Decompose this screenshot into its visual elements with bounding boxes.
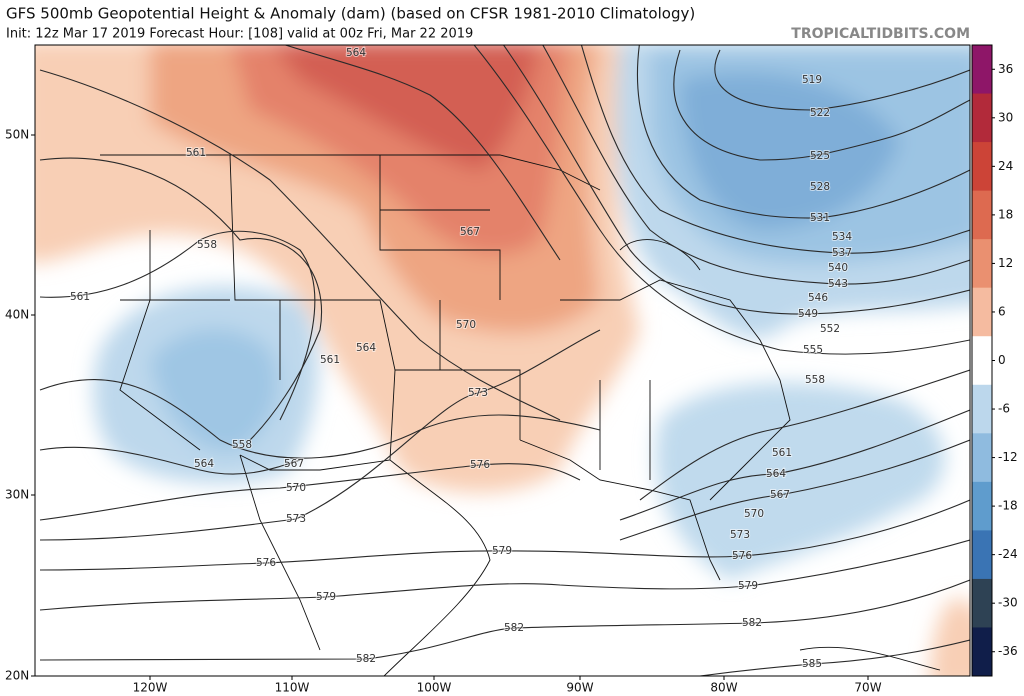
contour-label: 558 bbox=[197, 239, 217, 251]
contour-label: 570 bbox=[456, 319, 476, 331]
contour-label: 564 bbox=[766, 468, 786, 480]
colorbar-bin bbox=[972, 45, 992, 95]
contour-label: 567 bbox=[770, 489, 790, 501]
contour-label: 573 bbox=[286, 513, 306, 525]
colorbar-label: 18 bbox=[998, 207, 1013, 221]
colorbar-bin bbox=[972, 239, 992, 289]
colorbar-bin bbox=[972, 627, 992, 677]
longitude-label: 80W bbox=[710, 681, 737, 695]
colorbar-bin bbox=[972, 433, 992, 483]
contour-label: 519 bbox=[802, 74, 822, 86]
contour-label: 564 bbox=[346, 47, 366, 59]
colorbar-label: 6 bbox=[998, 304, 1006, 318]
contour-label: 576 bbox=[470, 459, 490, 471]
latitude-label: 50N bbox=[5, 128, 29, 142]
latitude-label: 40N bbox=[5, 308, 29, 322]
contour-label: 567 bbox=[284, 458, 304, 470]
subtitle: Init: 12z Mar 17 2019 Forecast Hour: [10… bbox=[6, 27, 473, 42]
colorbar-bin bbox=[972, 578, 992, 628]
map-area bbox=[35, 45, 970, 676]
colorbar-label: 12 bbox=[998, 256, 1013, 270]
contour-label: 561 bbox=[320, 354, 340, 366]
contour-label: 525 bbox=[810, 150, 830, 162]
colorbar-bin bbox=[972, 190, 992, 240]
site-name: TROPICALTIDBITS.COM bbox=[791, 26, 970, 42]
contour-label: 570 bbox=[744, 508, 764, 520]
contour-label: 558 bbox=[805, 374, 825, 386]
contour-label: 579 bbox=[316, 591, 336, 603]
contour-label: 582 bbox=[504, 622, 524, 634]
contour-label: 573 bbox=[468, 387, 488, 399]
colorbar-bin bbox=[972, 530, 992, 580]
contour-label: 564 bbox=[194, 458, 214, 470]
contour-label: 582 bbox=[742, 617, 762, 629]
contour-label: 543 bbox=[828, 278, 848, 290]
colorbar-label: -6 bbox=[998, 402, 1010, 416]
contour-label: 576 bbox=[732, 550, 752, 562]
longitude-label: 90W bbox=[566, 681, 593, 695]
contour-label: 531 bbox=[810, 212, 830, 224]
longitude-label: 100W bbox=[417, 681, 452, 695]
contour-label: 582 bbox=[356, 653, 376, 665]
colorbar-bin bbox=[972, 287, 992, 337]
colorbar-bin bbox=[972, 93, 992, 143]
colorbar-bin bbox=[972, 336, 992, 386]
longitude-label: 110W bbox=[275, 681, 310, 695]
longitude-label: 70W bbox=[854, 681, 881, 695]
contour-label: 555 bbox=[803, 344, 823, 356]
contour-label: 573 bbox=[730, 529, 750, 541]
contour-label: 585 bbox=[802, 658, 822, 670]
contour-label: 561 bbox=[70, 291, 90, 303]
colorbar-label: -30 bbox=[998, 596, 1018, 610]
title: GFS 500mb Geopotential Height & Anomaly … bbox=[6, 5, 695, 23]
contour-label: 564 bbox=[356, 342, 376, 354]
colorbar-label: 30 bbox=[998, 110, 1013, 124]
colorbar-label: -12 bbox=[998, 450, 1018, 464]
colorbar-bin bbox=[972, 481, 992, 531]
colorbar-bin bbox=[972, 142, 992, 192]
contour-label: 528 bbox=[810, 181, 830, 193]
contour-label: 522 bbox=[810, 107, 830, 119]
contour-label: 579 bbox=[738, 580, 758, 592]
colorbar-label: 36 bbox=[998, 62, 1013, 76]
contour-label: 534 bbox=[832, 231, 852, 243]
contour-label: 570 bbox=[286, 482, 306, 494]
contour-label: 561 bbox=[186, 147, 206, 159]
colorbar-label: -18 bbox=[998, 499, 1018, 513]
longitude-label: 120W bbox=[133, 681, 168, 695]
contour-label: 537 bbox=[832, 247, 852, 259]
colorbar-bin bbox=[972, 384, 992, 434]
colorbar-label: 0 bbox=[998, 353, 1006, 367]
contour-labels: 564 519 522 525 528 531 534 537 540 543 … bbox=[69, 46, 853, 671]
contour-label: 558 bbox=[232, 439, 252, 451]
colorbar-label: -36 bbox=[998, 644, 1018, 658]
contour-label: 540 bbox=[828, 262, 848, 274]
contours bbox=[39, 45, 970, 676]
colorbar-label: -24 bbox=[998, 547, 1018, 561]
contour-label: 552 bbox=[820, 323, 840, 335]
contour-label: 567 bbox=[460, 226, 480, 238]
contour-label: 549 bbox=[798, 308, 818, 320]
colorbar-frame bbox=[971, 44, 993, 677]
latitude-label: 30N bbox=[5, 488, 29, 502]
contour-label: 561 bbox=[772, 447, 792, 459]
contour-label: 546 bbox=[808, 292, 828, 304]
contour-label: 579 bbox=[492, 545, 512, 557]
contour-label: 576 bbox=[256, 557, 276, 569]
colorbar-label: 24 bbox=[998, 159, 1013, 173]
latitude-label: 20N bbox=[5, 669, 29, 683]
